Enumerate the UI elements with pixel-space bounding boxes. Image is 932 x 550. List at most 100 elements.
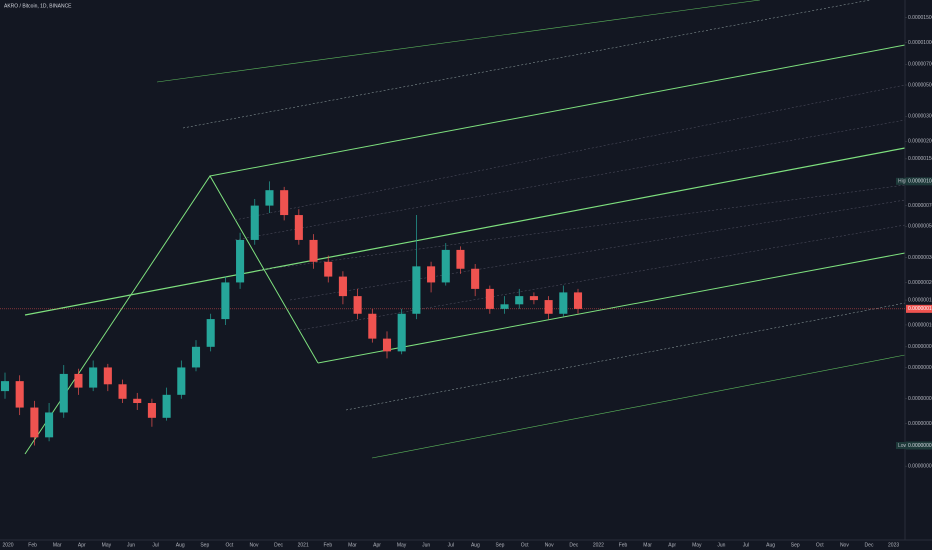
y-tick-label: 0.00000050 xyxy=(908,224,932,230)
marker-value: 0.00000001 xyxy=(908,443,932,449)
outer-lower-line xyxy=(371,354,906,459)
drawings xyxy=(24,0,906,459)
x-tick-label: May xyxy=(397,542,407,548)
x-tick-label: Dec xyxy=(569,542,578,548)
candle-body xyxy=(397,313,406,352)
candle-body xyxy=(427,266,436,283)
candle-body xyxy=(485,288,494,309)
y-tick-label: 0.00001000 xyxy=(908,40,932,46)
candle-body xyxy=(191,346,201,368)
y-tick-label: 0.00000015 xyxy=(908,297,932,303)
marker-value-box xyxy=(906,177,932,186)
candle-body xyxy=(441,249,450,283)
candle-body xyxy=(177,367,186,395)
x-tick-label: Mar xyxy=(643,542,652,548)
x-tick-label: 2020 xyxy=(2,542,13,548)
x-tick-label: Jul xyxy=(448,542,454,548)
marker-value-box xyxy=(906,441,932,450)
candle-body xyxy=(206,319,215,347)
x-tick-label: Feb xyxy=(619,542,628,548)
x-tick-label: Mar xyxy=(53,542,62,548)
x-tick-label: 2023 xyxy=(888,542,899,548)
x-tick-label: Oct xyxy=(226,542,234,548)
x-tick-label: Aug xyxy=(471,542,480,548)
candle-body xyxy=(45,412,54,438)
x-tick-label: Apr xyxy=(668,542,676,548)
x-tick-label: Apr xyxy=(78,542,86,548)
candle-body xyxy=(412,266,421,314)
x-tick-label: Mar xyxy=(348,542,357,548)
upper-line xyxy=(209,44,906,177)
candle-body xyxy=(353,296,362,314)
candle-body xyxy=(133,398,142,404)
y-tick-label: 0.00000005 xyxy=(908,365,932,371)
x-tick-label: Sep xyxy=(496,542,505,548)
candle-body xyxy=(30,407,39,438)
marker-name-box xyxy=(896,442,906,450)
level-line xyxy=(234,84,906,221)
level-line xyxy=(182,0,871,129)
marker-value: 0.00000104 xyxy=(908,179,932,185)
candle-body xyxy=(250,205,259,240)
candle-body xyxy=(221,282,230,320)
y-tick-label: 0.00000010 xyxy=(908,322,932,328)
x-tick-label: Nov xyxy=(840,542,849,548)
marker-name-box xyxy=(896,177,906,185)
x-tick-label: Sep xyxy=(791,542,800,548)
chart-title: AKRO / Bitcoin, 1D, BINANCE xyxy=(4,3,72,9)
x-tick-label: Apr xyxy=(373,542,381,548)
candle-body xyxy=(162,394,171,418)
candle-body xyxy=(324,261,333,277)
candle-body xyxy=(147,403,156,418)
x-tick-label: Feb xyxy=(323,542,332,548)
x-tick-label: Jun xyxy=(127,542,135,548)
y-tick-label: 0.00001500 xyxy=(908,15,932,21)
x-tick-label: Dec xyxy=(274,542,283,548)
x-tick-label: 2021 xyxy=(298,542,309,548)
x-tick-label: May xyxy=(102,542,112,548)
candle-body xyxy=(74,373,83,388)
x-tick-label: 2022 xyxy=(593,542,604,548)
x-tick-label: Jun xyxy=(717,542,725,548)
candle-body xyxy=(456,249,465,269)
y-tick-label: 0.00000007 xyxy=(908,344,932,350)
candle-body xyxy=(309,239,318,262)
lower-line xyxy=(317,252,906,364)
x-tick-label: Oct xyxy=(521,542,529,548)
marker-name: High xyxy=(898,179,909,185)
y-tick-label: 0.00000002 xyxy=(908,421,932,427)
x-tick-label: Jul xyxy=(152,542,158,548)
candle-body xyxy=(59,373,68,413)
candle-body xyxy=(15,381,24,408)
candle-body xyxy=(280,190,289,216)
x-tick-label: Nov xyxy=(250,542,259,548)
x-tick-label: Dec xyxy=(865,542,874,548)
x-tick-label: Feb xyxy=(28,542,37,548)
candle-body xyxy=(544,300,553,314)
y-tick-label: 0.00000020 xyxy=(908,280,932,286)
y-tick-label: 0.00000200 xyxy=(908,139,932,145)
candle-body xyxy=(294,215,303,240)
candle-body xyxy=(103,367,112,385)
candle-body xyxy=(529,296,538,301)
last-price-box xyxy=(906,304,932,313)
candle-body xyxy=(338,276,347,297)
y-tick-label: 0.00000700 xyxy=(908,62,932,68)
candle-body xyxy=(471,268,480,289)
x-tick-label: May xyxy=(692,542,702,548)
candle-body xyxy=(382,338,392,352)
median-line xyxy=(24,147,906,316)
y-tick-label: 0.00000001 xyxy=(908,463,932,469)
y-tick-label: 0.00000300 xyxy=(908,114,932,120)
level-line xyxy=(234,119,906,241)
candle-body xyxy=(515,296,524,305)
y-tick-label: 0.00000500 xyxy=(908,82,932,88)
candle-body xyxy=(0,381,10,392)
level-line xyxy=(345,302,906,411)
candle-body xyxy=(118,384,127,399)
y-tick-label: 0.00000070 xyxy=(908,203,932,209)
candle-body xyxy=(265,190,274,206)
candle-body xyxy=(573,292,583,309)
